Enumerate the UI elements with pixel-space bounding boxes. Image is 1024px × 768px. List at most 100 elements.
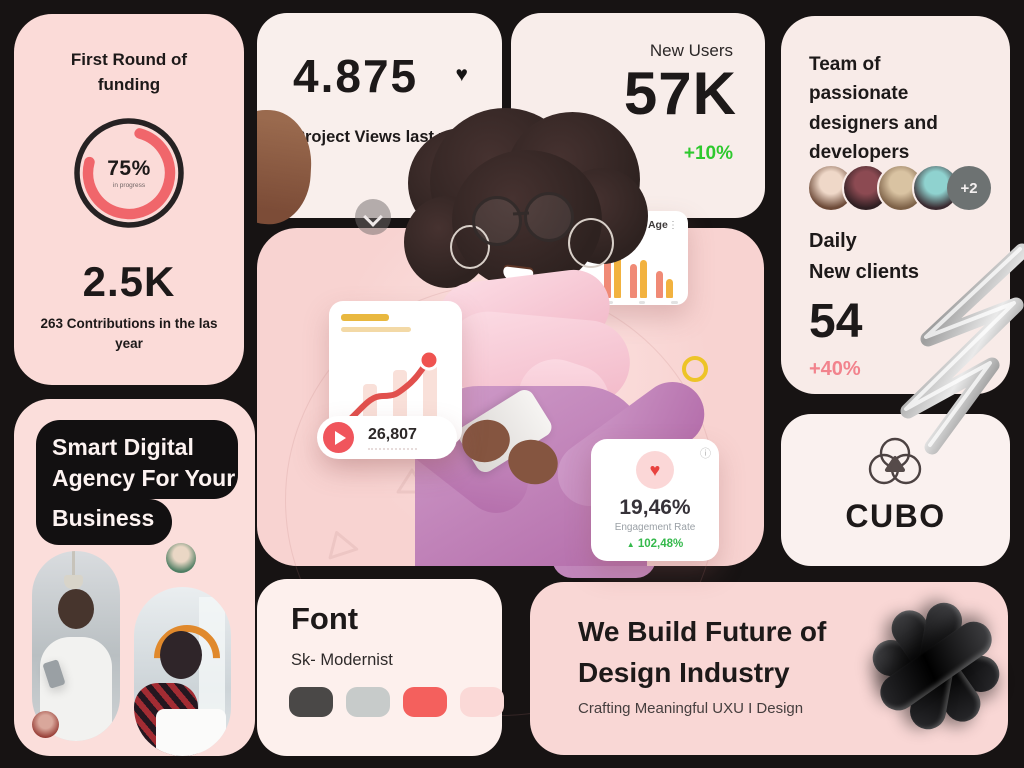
- color-swatch: [403, 687, 447, 717]
- project-views-value: 4.875: [293, 50, 419, 102]
- font-subtitle: Sk- Modernist: [291, 651, 393, 669]
- bar-group: [656, 271, 673, 298]
- bar-group: [630, 260, 647, 298]
- team-avatar-stack: +2: [807, 164, 991, 212]
- engagement-label: Engagement Rate: [614, 522, 696, 533]
- play-icon: [335, 431, 346, 445]
- bar: [656, 271, 663, 298]
- team-delta: +40%: [809, 358, 861, 380]
- bar: [614, 251, 621, 298]
- headline-line2: Agency For Your: [52, 465, 236, 492]
- bar: [604, 242, 611, 298]
- build-headline-line2: Design Industry: [578, 656, 790, 688]
- new-users-card: New Users 57K +10%: [511, 13, 765, 218]
- subtitle-skeleton-bar: [341, 327, 411, 332]
- new-users-delta: +10%: [683, 143, 733, 164]
- team-daily-label: Daily: [809, 230, 857, 252]
- headline-bubble: Business: [36, 499, 172, 545]
- donut-track-ring: [74, 118, 184, 228]
- axis-label-placeholder: [671, 301, 679, 304]
- font-swatches: [289, 687, 504, 717]
- chrome-spring-3d: [900, 243, 1024, 455]
- build-caption: Crafting Meaningful UXU I Design: [578, 700, 804, 717]
- color-swatch: [346, 687, 390, 717]
- funding-progress-arc: [82, 126, 176, 220]
- axis-label-placeholder: [638, 301, 646, 304]
- laptop: [156, 709, 226, 756]
- bar: [640, 260, 647, 298]
- team-title: Team of passionate designers and develop…: [809, 54, 938, 164]
- avatar: [32, 711, 59, 738]
- funding-percent-caption: in progress: [112, 182, 146, 189]
- engagement-delta: 102,48%: [637, 538, 684, 550]
- play-button[interactable]: [323, 422, 354, 453]
- build-future-card: We Build Future of Design Industry Craft…: [530, 582, 1008, 755]
- donut-chart: [74, 118, 184, 228]
- funding-percent: 75%: [107, 157, 151, 180]
- views-count: 26,807: [368, 425, 417, 443]
- avatar-more-badge: +2: [947, 166, 991, 210]
- heart-badge: ♥: [636, 451, 674, 489]
- team-card: Team of passionate designers and develop…: [781, 16, 1010, 394]
- color-swatch: [460, 687, 504, 717]
- avatar: [166, 543, 196, 573]
- info-icon[interactable]: ⓘ: [700, 448, 711, 460]
- heart-icon: ♥: [649, 459, 661, 480]
- triangle-deco: [328, 531, 359, 560]
- chevron-down-badge[interactable]: [355, 199, 391, 235]
- legend-item: [576, 234, 604, 239]
- views-pill-widget: 26,807: [317, 416, 457, 459]
- team-photo-right: [134, 587, 231, 756]
- smart-agency-card: Smart Digital Agency For Your Business: [14, 399, 255, 756]
- project-views-label: Project Views last year: [294, 128, 473, 146]
- engagement-widget: ⓘ ♥ 19,46% Engagement Rate ▲ 102,48%: [591, 439, 719, 561]
- trend-line: [344, 357, 432, 425]
- color-swatch: [289, 687, 333, 717]
- kebab-menu-icon[interactable]: ⋮: [668, 219, 678, 231]
- title-skeleton-bar: [341, 314, 389, 321]
- heart-icon: ♥: [455, 63, 468, 86]
- headline-line3: Business: [52, 505, 155, 531]
- build-headline-line1: We Build Future of: [578, 616, 827, 647]
- funding-title: First Round of funding: [70, 50, 188, 94]
- new-users-value: 57K: [623, 60, 737, 127]
- headline-line1: Smart Digital: [52, 434, 194, 460]
- window-deco: [199, 597, 225, 717]
- legend-label-placeholder: [622, 235, 642, 238]
- team-value: 54: [809, 295, 863, 348]
- trend-endpoint: [418, 349, 440, 371]
- axis-label-placeholder: [606, 301, 613, 304]
- bar: [666, 279, 673, 298]
- lamp-deco: [64, 575, 83, 589]
- funding-stat: 2.5K: [82, 258, 176, 305]
- chevron-down-icon: [363, 207, 383, 227]
- yellow-ring-deco: [682, 356, 708, 382]
- legend-label-placeholder: [584, 235, 604, 238]
- legend-dot: [576, 234, 581, 239]
- cubo-brand: CUBO: [845, 498, 946, 534]
- project-views-card: 4.875 ♥ Project Views last year: [257, 13, 502, 218]
- dotted-underline: [368, 444, 417, 450]
- legend-dot: [614, 234, 619, 239]
- engagement-value: 19,46%: [619, 496, 691, 519]
- funding-stat-caption: 263 Contributions in the las year: [40, 316, 218, 352]
- segmentation-axis: [606, 301, 679, 304]
- progress-donut: 75% in progress: [70, 114, 188, 232]
- segmentation-title: Segmentation Age: [576, 219, 668, 231]
- segmentation-bars: [576, 242, 678, 298]
- team-clients-label: New clients: [809, 261, 920, 283]
- cubo-venn-logo: [868, 437, 922, 485]
- segmentation-widget: Segmentation Age ⋮: [566, 211, 688, 305]
- bar: [588, 285, 595, 298]
- font-card: Font Sk- Modernist: [257, 579, 504, 756]
- lamp-deco: [72, 551, 75, 577]
- funding-card: First Round of funding 75% in progress 2…: [14, 14, 244, 385]
- font-title: Font: [291, 601, 359, 636]
- triangle-deco: [396, 468, 428, 494]
- bar: [578, 276, 585, 298]
- person-head: [58, 589, 94, 629]
- up-arrow-icon: ▲: [626, 540, 635, 549]
- bar-group: [578, 276, 595, 298]
- legend-item: [614, 234, 642, 239]
